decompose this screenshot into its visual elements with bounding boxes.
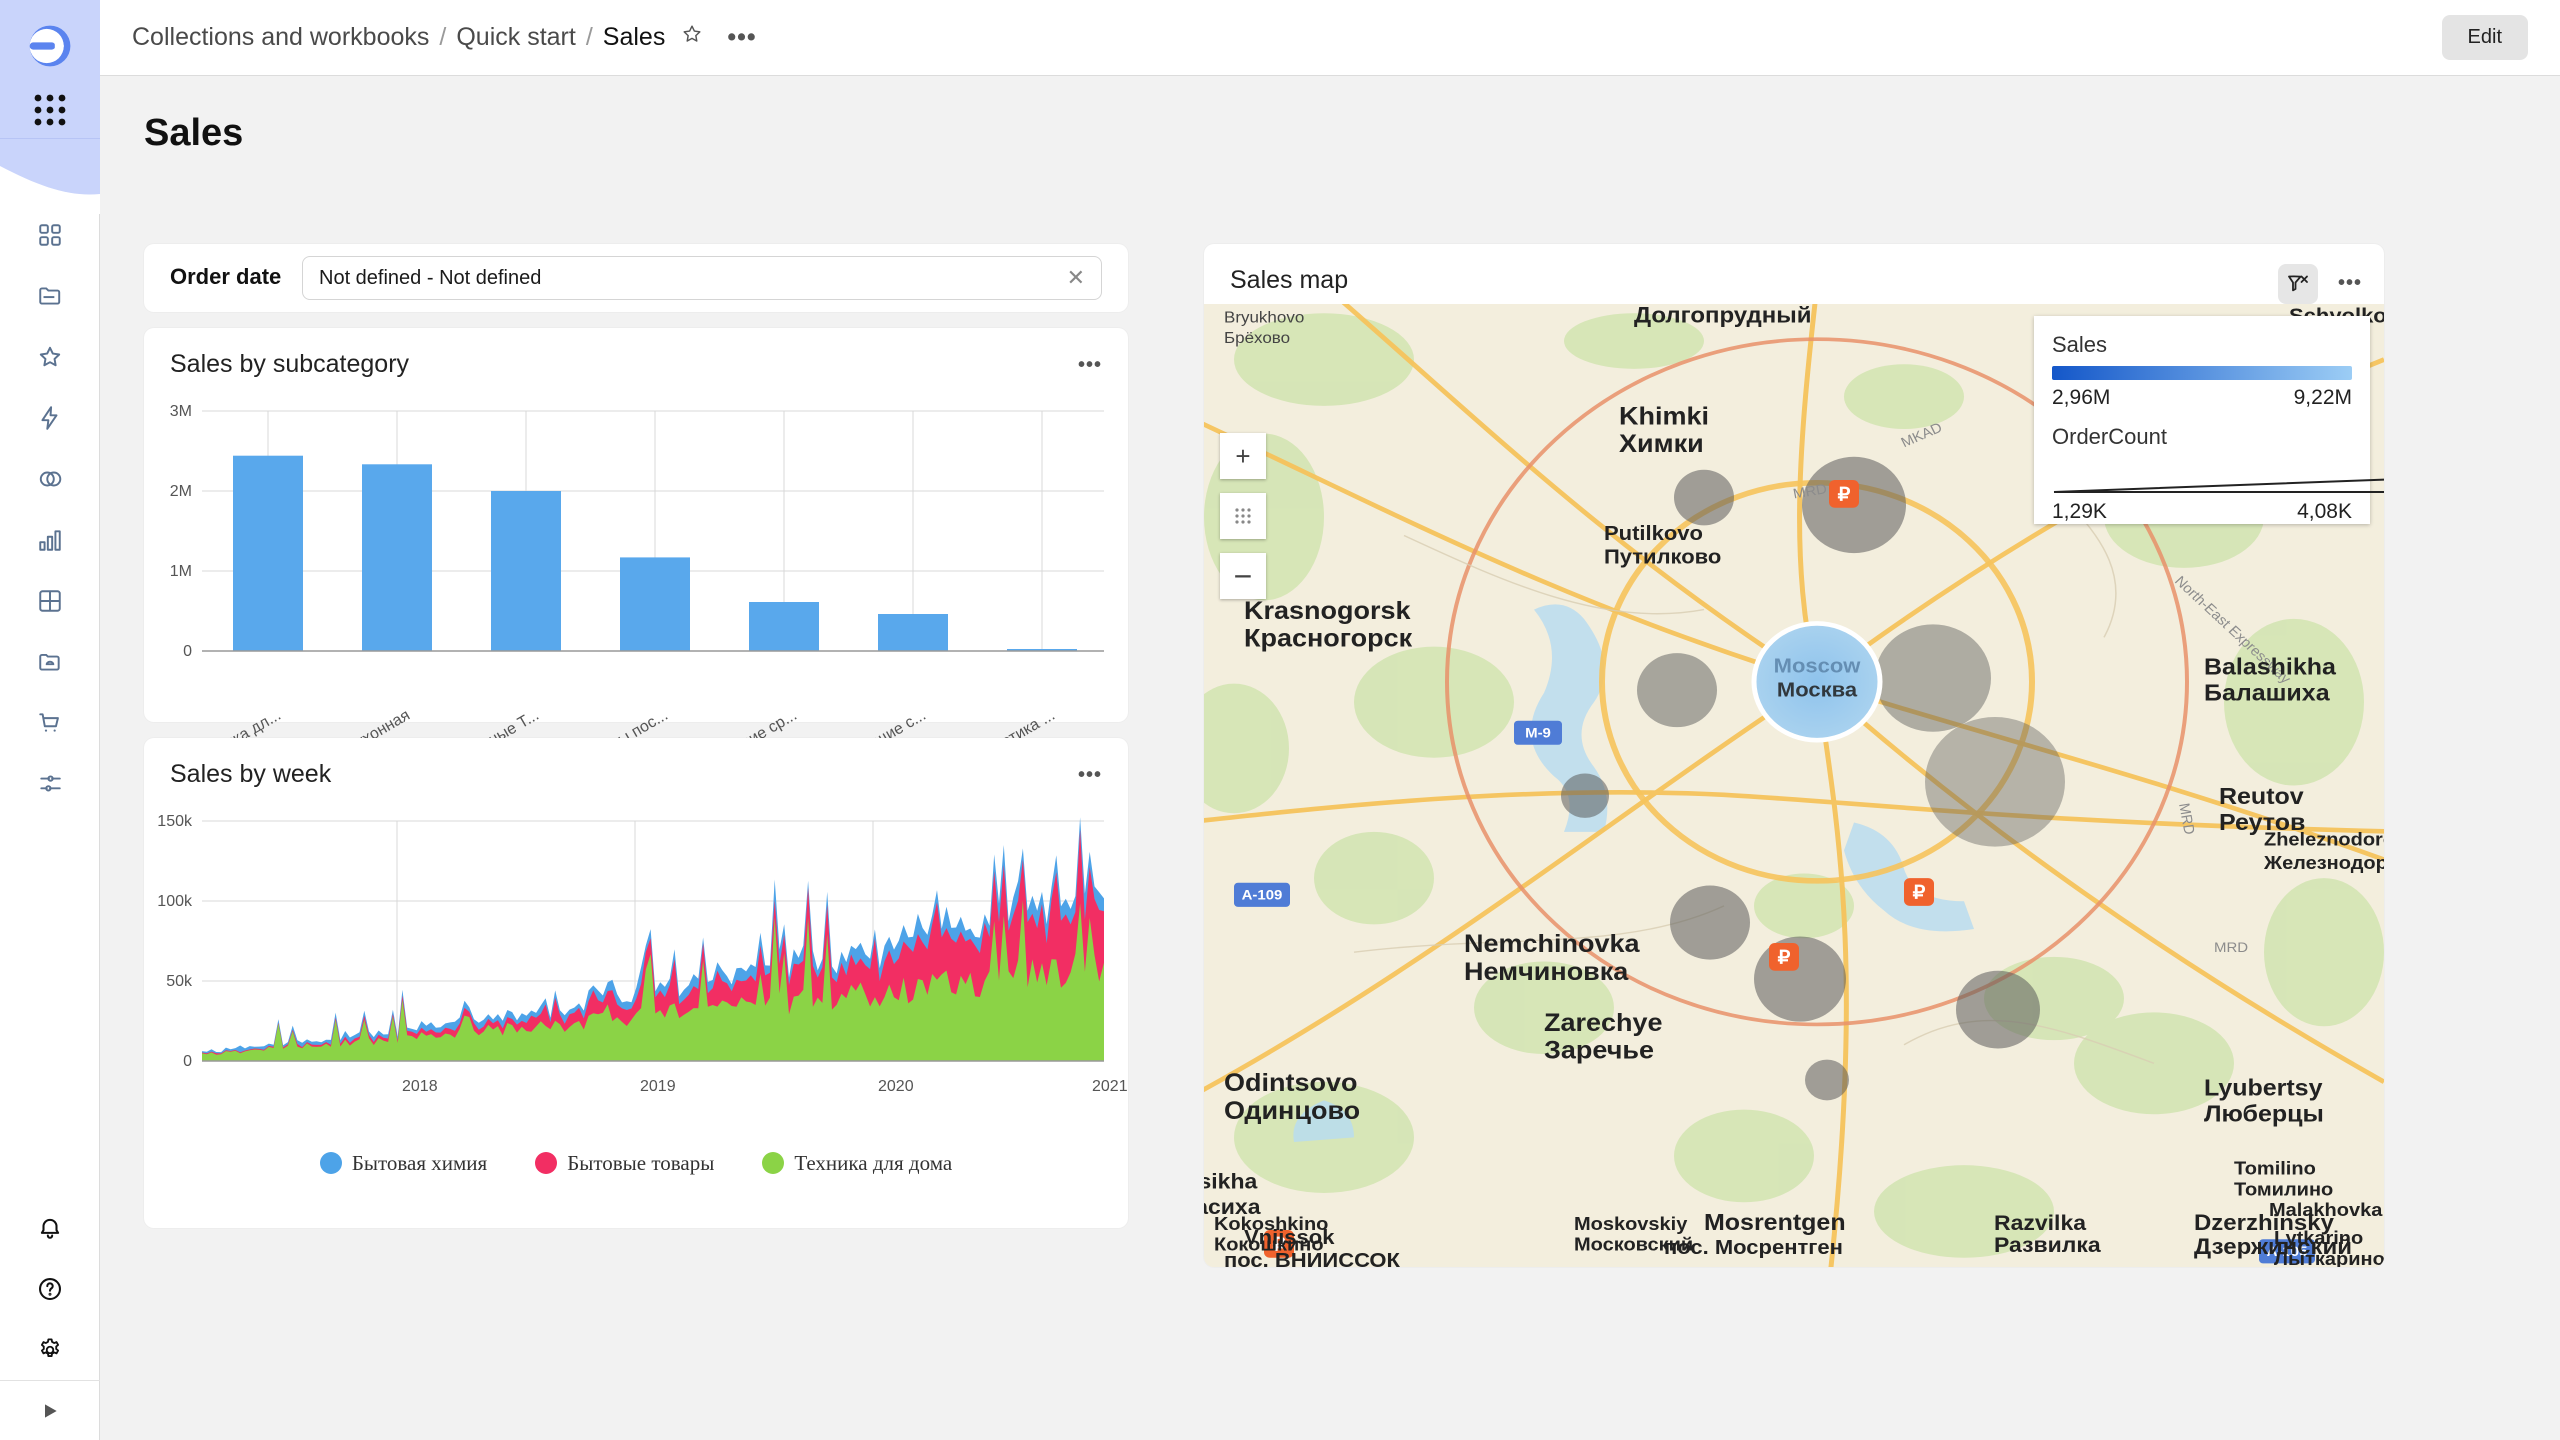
svg-text:0: 0 [183, 643, 192, 660]
svg-text:Красногорск: Красногорск [1244, 624, 1413, 653]
svg-text:A-109: A-109 [1242, 888, 1283, 903]
svg-text:MRD: MRD [2214, 941, 2248, 956]
svg-text:2020: 2020 [878, 1078, 914, 1095]
svg-text:Vlasikha: Vlasikha [1204, 1169, 1258, 1193]
svg-text:Moskovskiy: Moskovskiy [1574, 1215, 1688, 1235]
svg-text:Mosrentgen: Mosrentgen [1704, 1210, 1846, 1236]
svg-text:Лыткарино: Лыткарино [2274, 1250, 2384, 1267]
svg-text:Kokoshkino: Kokoshkino [1214, 1215, 1329, 1235]
svg-text:Железнодор: Железнодор [2263, 853, 2384, 873]
svg-text:150k: 150k [157, 813, 193, 830]
svg-text:2M: 2M [170, 483, 192, 500]
svg-text:100k: 100k [157, 893, 193, 910]
svg-text:Lytkarino: Lytkarino [2274, 1229, 2363, 1249]
svg-text:Кокошкино: Кокошкино [1214, 1235, 1324, 1255]
svg-text:₽: ₽ [1838, 485, 1851, 505]
svg-text:Putilkovo: Putilkovo [1604, 523, 1703, 545]
svg-text:Долгопрудный: Долгопрудный [1634, 304, 1811, 327]
svg-text:Razvilka: Razvilka [1994, 1211, 2087, 1235]
svg-text:Moscow: Moscow [1774, 655, 1861, 677]
svg-text:Московский: Московский [1574, 1235, 1693, 1255]
svg-text:50k: 50k [166, 973, 193, 990]
svg-text:Odintsovo: Odintsovo [1224, 1068, 1357, 1097]
svg-text:Lyubertsy: Lyubertsy [2204, 1076, 2323, 1102]
svg-text:M-9: M-9 [1525, 726, 1551, 741]
svg-text:2018: 2018 [402, 1078, 438, 1095]
svg-text:Брёхово: Брёхово [1224, 329, 1290, 346]
svg-text:Zheleznodoro: Zheleznodoro [2264, 830, 2384, 850]
svg-text:Bryukhovo: Bryukhovo [1224, 309, 1304, 326]
svg-text:3M: 3M [170, 403, 192, 420]
svg-text:2021: 2021 [1092, 1078, 1128, 1095]
svg-text:Khimki: Khimki [1619, 401, 1709, 430]
svg-text:Люберцы: Люберцы [2204, 1101, 2324, 1127]
svg-text:₽: ₽ [1778, 948, 1791, 968]
svg-text:Malakhovka: Malakhovka [2269, 1201, 2383, 1221]
svg-text:₽: ₽ [1913, 883, 1926, 903]
svg-text:Томилино: Томилино [2234, 1180, 2333, 1200]
svg-text:Москва: Москва [1777, 679, 1857, 701]
svg-text:Заречье: Заречье [1544, 1036, 1654, 1065]
svg-text:Tomilino: Tomilino [2234, 1159, 2316, 1179]
svg-text:Balashikha: Balashikha [2204, 654, 2337, 680]
svg-text:Химки: Химки [1619, 429, 1704, 458]
svg-text:Reutov: Reutov [2219, 784, 2304, 810]
svg-text:1M: 1M [170, 563, 192, 580]
svg-text:Развилка: Развилка [1994, 1233, 2101, 1257]
svg-text:2019: 2019 [640, 1078, 676, 1095]
svg-text:0: 0 [183, 1053, 192, 1070]
svg-text:Немчиновка: Немчиновка [1464, 957, 1629, 986]
svg-text:Krasnogorsk: Krasnogorsk [1244, 596, 1411, 625]
svg-text:Одинцово: Одинцово [1224, 1096, 1360, 1125]
svg-text:Zarechye: Zarechye [1544, 1008, 1663, 1037]
svg-text:Путилково: Путилково [1604, 546, 1721, 568]
svg-text:Nemchinovka: Nemchinovka [1464, 929, 1640, 958]
svg-text:Балашиха: Балашиха [2204, 680, 2330, 706]
